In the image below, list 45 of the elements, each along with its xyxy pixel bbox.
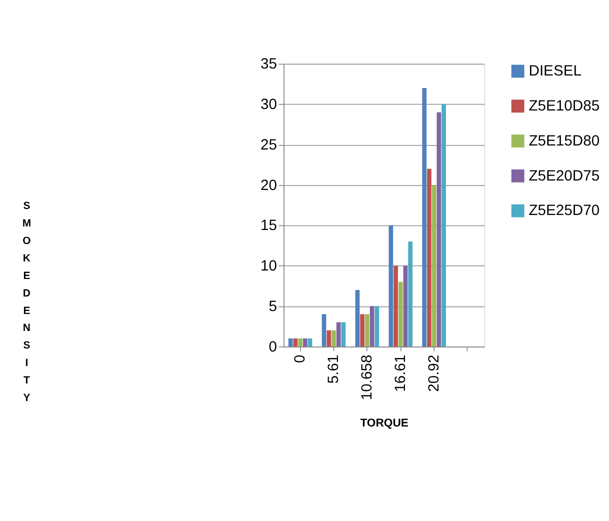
bar [427,168,432,346]
bar [432,184,436,346]
y-tick-label: 5 [268,298,278,315]
x-axis-title: TORQUE [360,417,409,430]
bar [341,322,346,346]
bar [360,314,364,346]
bar [322,314,326,346]
bar [394,266,398,346]
y-tick-label: 30 [260,96,278,113]
bar [388,225,394,346]
legend-label: Z5E20D75 [528,168,600,184]
y-tick-label: 10 [260,258,278,275]
legend-label: Z5E25D70 [528,203,600,220]
bar [442,104,446,346]
bar [374,306,380,346]
y-tick-label: 25 [260,137,278,154]
bar [403,266,408,346]
y-tick-label: 0 [268,339,278,356]
x-tick-label: 20.92 [426,354,442,392]
bar [408,241,413,346]
text: SMOKE DENSITY [22,201,32,404]
bar [355,290,360,346]
bar [302,338,308,346]
x-tick-label: 16.61 [392,354,409,392]
bar [326,330,332,346]
x-tick-label: 10.658 [360,354,376,400]
bar [308,338,312,346]
legend-label: Z5E15D80 [528,133,600,150]
bar [298,338,302,346]
x-tick-label: 5.61 [326,354,342,384]
bar [288,338,293,346]
y-tick-label: 20 [260,178,278,194]
bar [293,338,298,346]
y-tick-label: 35 [260,56,278,73]
bar [398,282,403,346]
legend-label: Z5E10D85 [528,98,600,114]
bar [364,314,370,346]
bar [336,322,341,346]
bar [422,88,427,346]
legend-label: DIESEL [528,64,582,80]
bar [332,330,336,346]
bar [436,112,442,346]
x-tick-label: 0 [292,354,309,364]
y-tick-label: 15 [260,218,278,234]
bar [370,306,374,346]
